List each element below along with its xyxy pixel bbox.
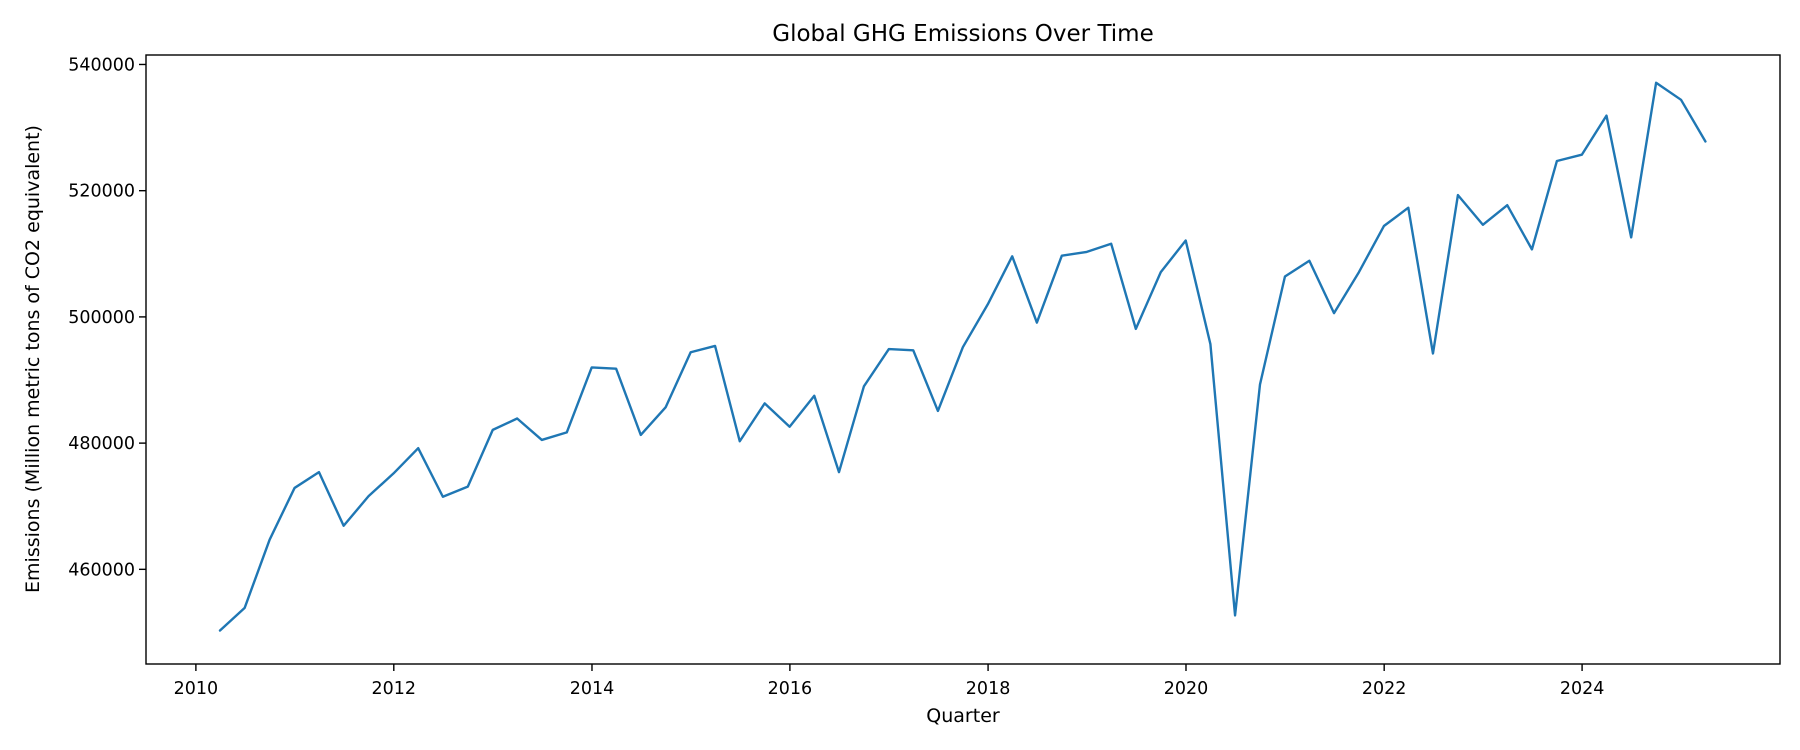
plot-frame: [145, 54, 1781, 665]
plot-area: [218, 81, 1707, 632]
y-tick-label: 520000: [68, 182, 135, 202]
x-tick-label: 2016: [768, 679, 813, 699]
y-axis-label: Emissions (Million metric tons of CO2 eq…: [22, 125, 44, 593]
y-tick-label: 460000: [68, 560, 135, 580]
x-axis-label: Quarter: [926, 705, 1000, 727]
x-tick-label: 2018: [966, 679, 1011, 699]
y-tick-label: 480000: [68, 434, 135, 454]
chart-title: Global GHG Emissions Over Time: [772, 21, 1153, 47]
x-tick-label: 2010: [174, 679, 219, 699]
y-tick-group: 460000 480000 500000 520000 540000: [68, 55, 146, 580]
x-tick-label: 2014: [570, 679, 615, 699]
y-tick-label: 540000: [68, 55, 135, 75]
x-tick-label: 2024: [1560, 679, 1605, 699]
y-tick-label: 500000: [68, 308, 135, 328]
x-tick-group: 2010 2012 2014 2016 2018 2020 2022 2024: [174, 664, 1605, 699]
x-tick-label: 2022: [1362, 679, 1407, 699]
emissions-series-line: [218, 81, 1707, 632]
x-tick-label: 2012: [372, 679, 417, 699]
x-tick-label: 2020: [1164, 679, 1209, 699]
